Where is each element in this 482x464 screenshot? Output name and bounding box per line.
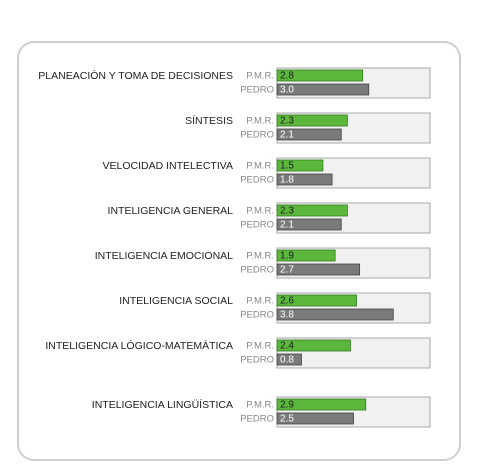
value-label: 2.5 xyxy=(280,414,294,425)
value-label: 0.8 xyxy=(280,355,294,366)
bar xyxy=(276,159,324,172)
series-label: PEDRO xyxy=(240,414,274,425)
value-label: 2.9 xyxy=(280,400,294,411)
series-label: PEDRO xyxy=(240,310,274,321)
bar xyxy=(276,114,348,127)
category-label: PLANEACIÓN Y TOMA DE DECISIONES xyxy=(38,69,233,82)
category-label: INTELIGENCIA LINGÜÍSTICA xyxy=(92,398,233,411)
series-label: PEDRO xyxy=(240,85,274,96)
series-label: P.M.R. xyxy=(246,341,274,352)
category-label: VELOCIDAD INTELECTIVA xyxy=(102,160,233,172)
series-label: PEDRO xyxy=(240,355,274,366)
value-label: 2.1 xyxy=(280,130,294,141)
bar xyxy=(276,308,394,321)
value-label: 2.1 xyxy=(280,220,294,231)
group-box xyxy=(276,157,431,189)
value-label: 1.9 xyxy=(280,251,294,262)
bar xyxy=(276,412,354,425)
value-label: 2.4 xyxy=(280,341,294,352)
category-label: SÍNTESIS xyxy=(185,114,233,127)
bar xyxy=(276,83,370,96)
bar xyxy=(276,353,302,366)
series-label: P.M.R. xyxy=(246,400,274,411)
bar xyxy=(276,218,342,231)
category-label: INTELIGENCIA GENERAL xyxy=(108,205,234,217)
series-label: PEDRO xyxy=(240,130,274,141)
series-label: P.M.R. xyxy=(246,116,274,127)
category-label: INTELIGENCIA LÓGICO-MATEMÁTICA xyxy=(45,339,233,352)
series-label: PEDRO xyxy=(240,175,274,186)
bar xyxy=(276,398,367,411)
value-label: 3.0 xyxy=(280,85,294,96)
bar xyxy=(276,128,342,141)
value-label: 3.8 xyxy=(280,310,294,321)
category-label: INTELIGENCIA SOCIAL xyxy=(119,295,233,307)
series-label: P.M.R. xyxy=(246,251,274,262)
series-label: P.M.R. xyxy=(246,206,274,217)
value-label: 1.8 xyxy=(280,175,294,186)
series-label: PEDRO xyxy=(240,265,274,276)
value-label: 2.3 xyxy=(280,116,294,127)
bar xyxy=(276,339,351,352)
value-label: 2.3 xyxy=(280,206,294,217)
bar xyxy=(276,263,361,276)
bar xyxy=(276,249,336,262)
bar xyxy=(276,204,348,217)
category-label: INTELIGENCIA EMOCIONAL xyxy=(95,250,233,262)
series-label: P.M.R. xyxy=(246,161,274,172)
series-label: P.M.R. xyxy=(246,71,274,82)
value-label: 2.8 xyxy=(280,71,294,82)
bar xyxy=(276,173,333,186)
value-label: 2.6 xyxy=(280,296,294,307)
value-label: 2.7 xyxy=(280,265,294,276)
bar xyxy=(276,69,364,82)
value-label: 1.5 xyxy=(280,161,294,172)
series-label: PEDRO xyxy=(240,220,274,231)
series-label: P.M.R. xyxy=(246,296,274,307)
bar xyxy=(276,294,357,307)
